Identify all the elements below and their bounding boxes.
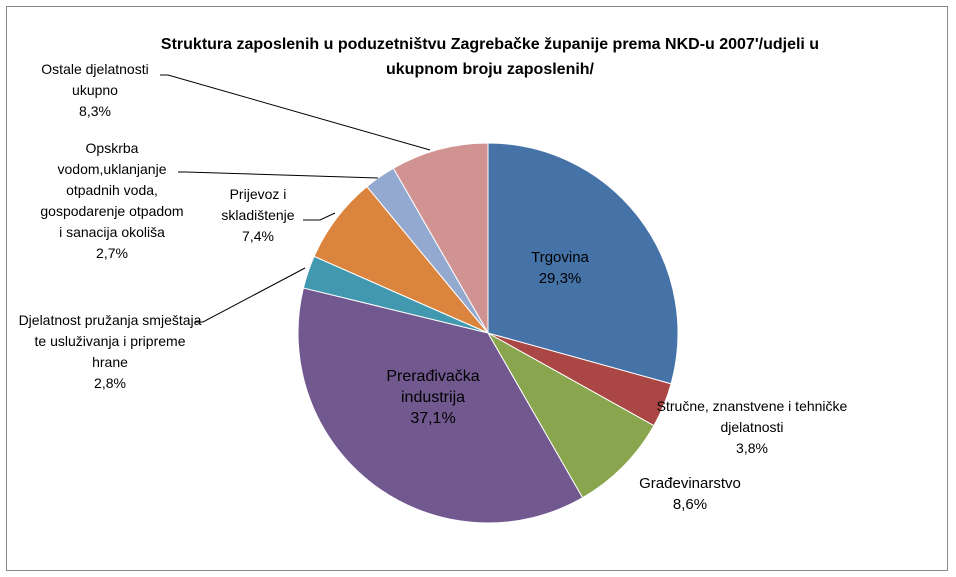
category-label: Trgovina [531, 249, 589, 266]
chart-title: Struktura zaposlenih u poduzetništvu Zag… [160, 36, 820, 78]
value-label: 8,3% [79, 103, 111, 119]
slice-label: Prerađivačka industrija 37,1% [368, 366, 498, 429]
value-label: 3,8% [736, 440, 768, 456]
slice-label: Opskrba vodom,uklanjanje otpadnih voda, … [37, 138, 187, 264]
value-label: 29,3% [538, 270, 582, 287]
category-label: Djelatnost pružanja smještaja te usluživ… [18, 312, 202, 370]
category-label: Prijevoz i skladištenje [221, 186, 295, 223]
value-label: 37,1% [410, 410, 456, 427]
slice-label: Građevinarstvo 8,6% [620, 473, 760, 515]
category-label: Građevinarstvo [639, 475, 741, 492]
category-label: Ostale djelatnosti ukupno [41, 61, 149, 98]
category-label: Opskrba vodom,uklanjanje otpadnih voda, … [40, 140, 184, 240]
pie-slice [392, 142, 489, 335]
slice-label: Djelatnost pružanja smještaja te usluživ… [15, 310, 205, 394]
leader-line [178, 171, 379, 179]
slice-label: Prijevoz i skladištenje 7,4% [203, 184, 313, 247]
slice-label: Trgovina 29,3% [500, 247, 620, 289]
pie-slice [487, 142, 679, 385]
value-label: 7,4% [242, 228, 274, 244]
value-label: 2,7% [96, 245, 128, 261]
chart-frame [6, 6, 948, 571]
leader-line [195, 267, 306, 323]
slice-label: Ostale djelatnosti ukupno 8,3% [20, 59, 170, 122]
value-label: 8,6% [672, 496, 708, 513]
value-label: 2,8% [94, 375, 126, 391]
slice-label: Stručne, znanstvene i tehničke djelatnos… [652, 396, 852, 459]
category-label: Prerađivačka industrija [386, 368, 480, 406]
leader-line [160, 74, 431, 151]
leader-lines [160, 74, 431, 323]
leader-line [303, 212, 336, 221]
category-label: Stručne, znanstvene i tehničke djelatnos… [656, 398, 848, 435]
pie-slice [486, 331, 655, 499]
pie-slice [297, 287, 584, 524]
